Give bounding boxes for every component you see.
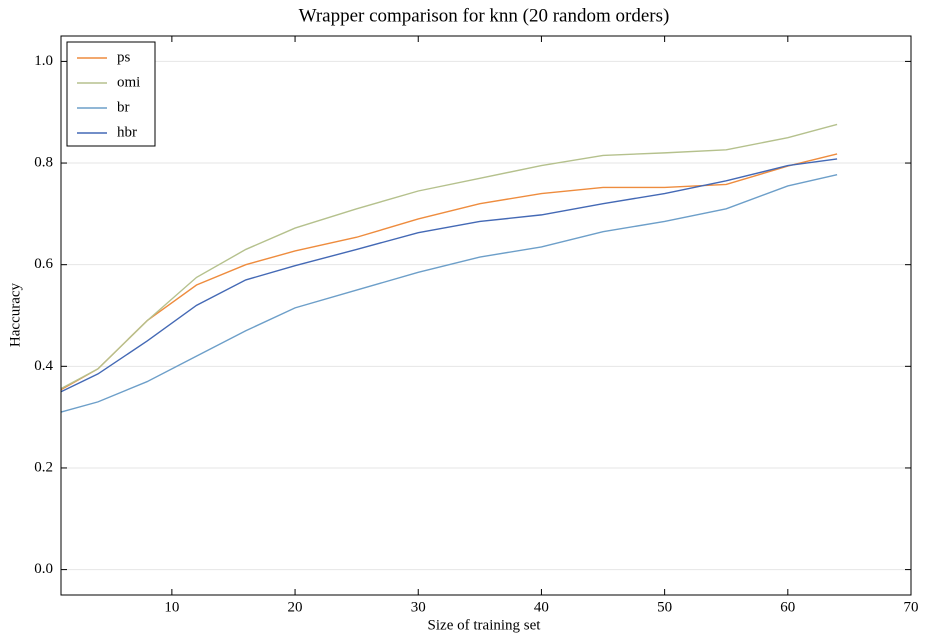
legend-label: hbr (117, 124, 137, 140)
y-tick-label: 0.6 (34, 256, 53, 272)
x-tick-label: 20 (288, 599, 303, 615)
x-tick-label: 60 (780, 599, 795, 615)
line-series (60, 174, 838, 413)
x-axis-label: Size of training set (428, 617, 542, 633)
legend-box (66, 41, 156, 147)
plot-frame (60, 35, 912, 596)
y-tick-label: 0.8 (34, 154, 53, 170)
y-tick-label: 0.4 (34, 358, 53, 374)
x-tick-label: 10 (164, 599, 179, 615)
legend-label: omi (117, 74, 140, 90)
line-series (60, 158, 838, 393)
x-tick-label: 30 (411, 599, 426, 615)
line-series (60, 123, 838, 390)
x-tick-label: 40 (534, 599, 549, 615)
y-tick-label: 1.0 (34, 53, 53, 69)
y-tick-label: 0.2 (34, 459, 53, 475)
legend-label: ps (117, 49, 131, 65)
y-axis-label: Haccuracy (7, 282, 23, 347)
chart-title: Wrapper comparison for knn (20 random or… (299, 5, 670, 26)
legend-label: br (117, 99, 130, 115)
x-tick-label: 70 (904, 599, 919, 615)
x-tick-label: 50 (657, 599, 672, 615)
line-series (60, 153, 838, 391)
y-tick-label: 0.0 (34, 561, 53, 577)
